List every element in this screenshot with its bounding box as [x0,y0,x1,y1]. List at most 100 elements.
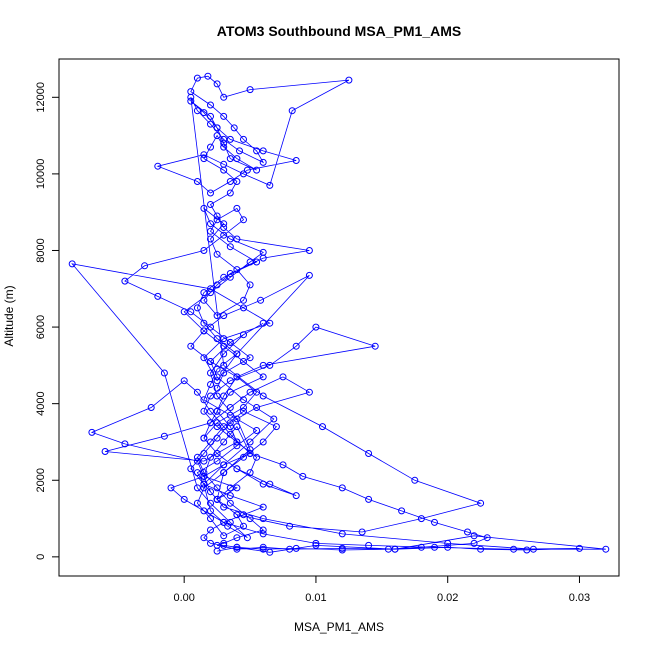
data-point [444,543,452,551]
data-point [272,423,280,431]
x-tick-label: 0.01 [305,592,326,604]
data-point [240,304,247,312]
data-point [207,358,214,365]
data-point [220,224,228,231]
data-point [187,465,195,473]
data-point [207,499,214,507]
data-point [477,499,485,507]
data-point [266,319,274,327]
data-point [204,72,212,80]
data-point [299,472,307,480]
data-point [200,327,208,335]
data-point [226,404,234,411]
data-point [200,457,208,465]
data-point [207,453,214,461]
data-point [312,541,320,549]
data-point [207,407,214,415]
y-axis: 0 2000 4000 6000 8000 10000 12000 [35,82,60,560]
data-point [253,404,261,411]
data-point [207,220,214,228]
x-axis: 0.00 0.01 0.02 0.03 [173,575,590,604]
data-point [523,546,531,554]
data-point [200,319,208,327]
data-point [207,438,214,446]
data-point [576,544,583,552]
data-point [226,499,234,507]
data-point [292,157,300,164]
data-point [240,453,247,461]
data-point [266,480,274,488]
data-point [220,231,228,239]
data-point [233,415,241,423]
data-point [187,93,195,101]
data-point [213,384,221,392]
data-point [207,539,214,547]
data-point [213,423,221,431]
data-point [246,450,254,457]
data-point [220,541,228,549]
data-point [187,97,195,105]
data-point [213,434,221,442]
data-point [207,112,214,120]
data-point [286,545,294,553]
data-point [200,407,208,415]
data-point [233,465,241,473]
data-point [193,469,201,477]
data-point [213,132,221,140]
data-point [305,271,313,279]
data-point [243,534,251,542]
data-point [338,484,346,492]
data-point [226,155,234,163]
data-point [259,503,267,511]
data-point [266,181,274,189]
data-point [207,201,214,208]
data-point [213,392,221,400]
data-point [240,396,247,404]
data-point [160,432,168,440]
data-point [160,369,168,377]
data-point [292,492,300,500]
data-point [292,342,300,350]
data-point [259,158,267,166]
data-point [154,292,162,300]
data-point [193,107,201,115]
data-point [253,427,261,434]
data-point [240,404,247,411]
data-point [220,532,228,540]
data-point [305,388,313,396]
data-point [220,335,228,343]
data-point [226,189,234,197]
data-point [220,503,228,511]
data-point [338,530,346,538]
data-point [200,434,208,442]
data-point [207,235,214,243]
data-point [286,522,294,530]
data-point [365,541,373,549]
data-point [233,266,241,274]
data-point [200,480,208,488]
data-point [279,373,287,381]
data-point [220,342,228,350]
data-point [220,135,228,143]
data-point [220,539,228,547]
data-point [240,296,247,304]
data-point [358,528,366,536]
data-point [233,350,241,358]
data-point [345,76,353,84]
data-point [213,541,221,549]
data-point [246,86,254,94]
series-line [71,75,606,553]
y-tick-label: 10000 [35,159,47,190]
data-point [431,518,438,526]
data-point [220,220,228,228]
data-point [207,392,214,400]
data-point [602,545,610,553]
data-point [213,450,221,457]
data-point [292,544,300,552]
data-point [200,247,208,254]
data-point [233,235,241,243]
data-point [417,543,425,551]
data-point [220,469,228,477]
